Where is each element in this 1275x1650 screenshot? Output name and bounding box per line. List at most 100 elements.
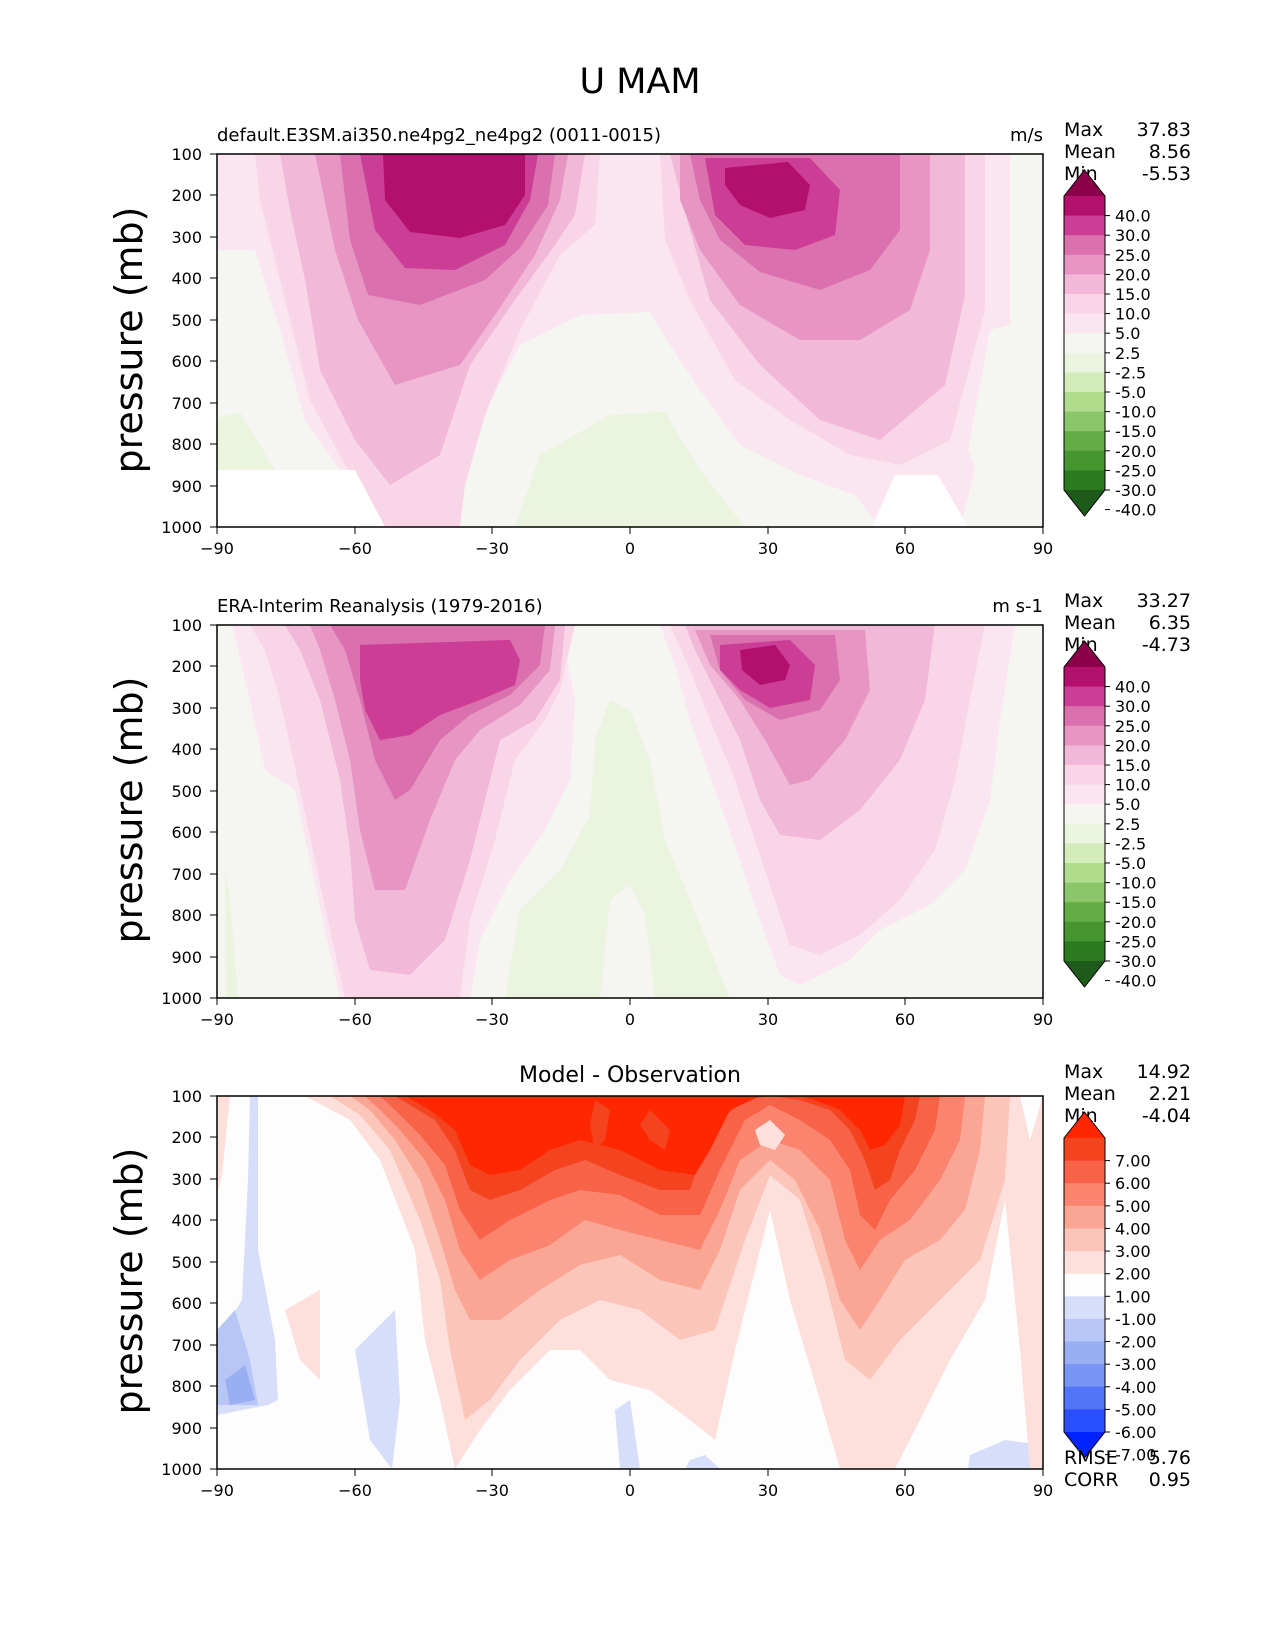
- colorbar-swatch: [1064, 1205, 1105, 1229]
- stat-mean-label: Mean: [1064, 612, 1116, 634]
- colorbar-tick-label: -5.0: [1115, 383, 1146, 402]
- y-tick-label: 500: [171, 782, 202, 801]
- colorbar-tick-label: -6.00: [1115, 1423, 1156, 1442]
- panel-obs-title: ERA-Interim Reanalysis (1979-2016): [217, 596, 543, 617]
- colorbar-tick-label: -20.0: [1115, 442, 1156, 461]
- colorbar-swatch: [1064, 1138, 1105, 1162]
- panel-model-contours: [217, 154, 1043, 527]
- panel-model-stats: Max 37.83 Mean 8.56 Min -5.53: [1064, 119, 1191, 185]
- colorbar-swatch: [1064, 1409, 1105, 1433]
- stat-max-label: Max: [1064, 590, 1103, 612]
- colorbar-tick-label: 15.0: [1115, 285, 1151, 304]
- colorbar-tick-label: -5.0: [1115, 854, 1146, 873]
- x-tick-label: 90: [1033, 1010, 1053, 1029]
- colorbar-tick-label: -4.00: [1115, 1378, 1156, 1397]
- x-tick-label: 30: [758, 1481, 778, 1500]
- colorbar-swatch: [1064, 450, 1105, 471]
- colorbar-swatch: [1064, 765, 1105, 786]
- y-tick-label: 900: [171, 1419, 202, 1438]
- colorbar-extend-min: [1064, 490, 1105, 516]
- colorbar-swatch: [1064, 431, 1105, 452]
- panel-diff-title: Model - Observation: [519, 1063, 741, 1088]
- x-tick-label: 0: [625, 1481, 635, 1500]
- panel-obs-stats: Max 33.27 Mean 6.35 Min -4.73: [1064, 590, 1191, 656]
- panel-model-colorbar: 40.030.025.020.015.010.05.02.5-2.5-5.0-1…: [1063, 169, 1156, 520]
- y-tick-label: 400: [171, 269, 202, 288]
- panel-diff-metrics: RMSE 5.76 CORR 0.95: [1064, 1447, 1191, 1491]
- stat-min-value: -5.53: [1142, 163, 1191, 185]
- colorbar-swatch: [1064, 1273, 1105, 1297]
- panel-obs-contours: [217, 625, 1043, 998]
- colorbar-extend-max: [1064, 641, 1105, 667]
- x-tick-label: 0: [625, 539, 635, 558]
- y-tick-label: 300: [171, 699, 202, 718]
- colorbar-tick-label: -10.0: [1115, 403, 1156, 422]
- colorbar-tick-label: 4.00: [1115, 1219, 1151, 1238]
- y-tick-label: 600: [171, 352, 202, 371]
- colorbar-swatch: [1064, 411, 1105, 432]
- colorbar-tick-label: 3.00: [1115, 1242, 1151, 1261]
- colorbar-tick-label: -20.0: [1115, 913, 1156, 932]
- metric-corr-value: 0.95: [1149, 1469, 1191, 1491]
- colorbar-tick-label: 5.00: [1115, 1197, 1151, 1216]
- y-tick-label: 100: [171, 145, 202, 164]
- colorbar-swatch: [1064, 274, 1105, 295]
- x-tick-label: 60: [895, 1010, 915, 1029]
- y-tick-label: 100: [171, 1087, 202, 1106]
- y-tick-label: 500: [171, 1253, 202, 1272]
- y-tick-label: 800: [171, 1377, 202, 1396]
- y-tick-label: 500: [171, 311, 202, 330]
- colorbar-tick-label: 20.0: [1115, 265, 1151, 284]
- panel-obs-colorbar: 40.030.025.020.015.010.05.02.5-2.5-5.0-1…: [1063, 640, 1156, 991]
- colorbar-tick-label: -25.0: [1115, 461, 1156, 480]
- colorbar-tick-label: -30.0: [1115, 952, 1156, 971]
- panel-obs: ERA-Interim Reanalysis (1979-2016) m s-1…: [107, 590, 1191, 1029]
- colorbar-tick-label: 25.0: [1115, 246, 1151, 265]
- stat-min-value: -4.04: [1142, 1105, 1191, 1127]
- colorbar-swatch: [1064, 1228, 1105, 1252]
- colorbar-swatch: [1064, 686, 1105, 707]
- x-tick-label: −60: [338, 539, 372, 558]
- y-tick-label: 300: [171, 228, 202, 247]
- y-tick-label: 700: [171, 865, 202, 884]
- stat-mean-value: 6.35: [1149, 612, 1191, 634]
- colorbar-extend-min: [1064, 1432, 1105, 1458]
- colorbar-tick-label: -15.0: [1115, 422, 1156, 441]
- colorbar-tick-label: 6.00: [1115, 1174, 1151, 1193]
- x-tick-label: −60: [338, 1010, 372, 1029]
- colorbar-swatch: [1064, 235, 1105, 256]
- colorbar-extend-max: [1064, 1112, 1105, 1138]
- x-tick-label: 0: [625, 1010, 635, 1029]
- x-tick-label: 90: [1033, 1481, 1053, 1500]
- colorbar-tick-label: 5.0: [1115, 324, 1140, 343]
- colorbar-swatch: [1064, 823, 1105, 844]
- y-tick-label: 800: [171, 906, 202, 925]
- colorbar-tick-label: -2.00: [1115, 1333, 1156, 1352]
- panel-model-yaxis: 100 200 300 400 500 600 700 800 900 1000: [161, 145, 217, 537]
- panel-obs-yaxis: 100 200 300 400 500 600 700 800 900 1000: [161, 616, 217, 1008]
- x-tick-label: −90: [200, 1010, 234, 1029]
- colorbar-tick-label: 30.0: [1115, 697, 1151, 716]
- y-tick-label: 900: [171, 477, 202, 496]
- colorbar-swatch: [1064, 921, 1105, 942]
- colorbar-tick-label: 5.0: [1115, 795, 1140, 814]
- colorbar-tick-label: -2.5: [1115, 363, 1146, 382]
- colorbar-tick-label: 30.0: [1115, 226, 1151, 245]
- panel-model-units: m/s: [1010, 125, 1043, 146]
- colorbar-tick-label: 40.0: [1115, 678, 1151, 697]
- colorbar-swatch: [1064, 706, 1105, 727]
- colorbar-tick-label: 1.00: [1115, 1287, 1151, 1306]
- y-tick-label: 1000: [161, 989, 202, 1008]
- colorbar-tick-label: -5.00: [1115, 1400, 1156, 1419]
- colorbar-swatch: [1064, 392, 1105, 413]
- y-tick-label: 200: [171, 1128, 202, 1147]
- x-tick-label: 30: [758, 1010, 778, 1029]
- panel-model-xaxis: −90 −60 −30 0 30 60 90: [200, 527, 1053, 558]
- colorbar-tick-label: 20.0: [1115, 736, 1151, 755]
- colorbar-tick-label: -25.0: [1115, 932, 1156, 951]
- colorbar-swatch: [1064, 1318, 1105, 1343]
- colorbar-swatch: [1064, 294, 1105, 315]
- panel-model-title: default.E3SM.ai350.ne4pg2_ne4pg2 (0011-0…: [217, 125, 661, 146]
- colorbar-swatch: [1064, 941, 1105, 962]
- stat-mean-label: Mean: [1064, 1083, 1116, 1105]
